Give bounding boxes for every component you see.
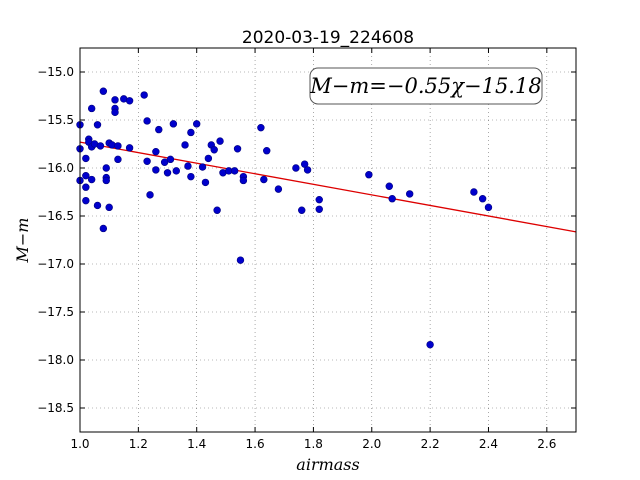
y-tick-label: −18.5: [37, 401, 74, 415]
y-tick-label: −17.0: [37, 257, 74, 271]
data-point: [239, 176, 248, 185]
data-point: [233, 145, 242, 153]
plot-frame: [79, 47, 577, 433]
data-point: [172, 167, 180, 175]
y-tick-label: −15.5: [37, 113, 74, 127]
data-point: [152, 166, 160, 174]
data-point: [93, 201, 102, 210]
data-point: [82, 171, 90, 180]
y-tick-label: −17.5: [37, 305, 74, 319]
data-point: [210, 146, 218, 154]
data-point: [99, 224, 108, 233]
data-point: [114, 142, 122, 150]
data-point: [201, 178, 210, 187]
plot-area: [76, 47, 577, 433]
data-point: [204, 154, 213, 163]
x-tick-label: 2.4: [479, 437, 498, 451]
data-point: [230, 167, 239, 175]
data-point: [125, 144, 134, 152]
data-point: [263, 147, 271, 155]
data-point: [198, 163, 207, 171]
data-point: [181, 141, 189, 149]
fit-line-layer: [79, 141, 577, 233]
y-tick-label: −15.0: [37, 65, 74, 79]
data-point: [99, 87, 108, 95]
data-point: [140, 91, 148, 99]
data-point: [169, 120, 178, 128]
data-point: [298, 206, 306, 214]
x-axis-tick-labels: 1.0 1.2 1.4 1.6 1.8 2.0 2.2 2.4 2.6: [70, 437, 556, 451]
data-point: [484, 203, 493, 212]
data-point: [82, 196, 90, 205]
data-point: [163, 169, 172, 177]
data-point: [193, 120, 201, 128]
x-tick-label: 2.6: [537, 437, 556, 451]
data-point: [213, 206, 221, 214]
x-tick-label: 2.2: [421, 437, 440, 451]
y-tick-label: −18.0: [37, 353, 74, 367]
data-point: [187, 172, 195, 181]
data-point: [105, 203, 113, 212]
x-tick-label: 1.6: [246, 437, 265, 451]
data-point: [426, 340, 434, 349]
data-point: [260, 175, 268, 184]
data-point: [125, 97, 134, 105]
x-tick-label: 1.4: [187, 437, 206, 451]
data-point: [114, 155, 122, 164]
x-tick-label: 1.0: [70, 437, 89, 451]
x-axis-label: airmass: [296, 455, 359, 474]
data-point: [111, 96, 119, 104]
data-point: [102, 176, 110, 185]
data-point: [87, 104, 96, 113]
y-tick-label: −16.0: [37, 161, 74, 175]
data-point: [274, 185, 283, 193]
y-axis-label: M−m: [13, 218, 32, 264]
data-point: [93, 121, 102, 129]
data-point: [152, 147, 160, 156]
data-point: [303, 166, 312, 174]
data-point: [478, 195, 487, 203]
data-point: [102, 164, 110, 172]
data-point: [300, 160, 309, 168]
data-point: [365, 171, 373, 179]
data-point: [82, 183, 90, 191]
data-point: [187, 128, 195, 137]
data-point: [143, 157, 151, 165]
data-point: [166, 155, 175, 164]
fit-equation-box: M−m=−0.55χ−15.18: [309, 67, 543, 105]
data-point: [315, 195, 323, 204]
chart-title: 2020-03-19_224608: [242, 28, 414, 48]
fit-equation-frame: [309, 67, 543, 105]
data-point: [236, 256, 245, 264]
data-point: [470, 188, 478, 196]
fit-equation: M−m=−0.55χ−15.18: [309, 74, 541, 98]
data-point: [385, 182, 393, 190]
y-tick-label: −16.5: [37, 209, 74, 223]
data-point: [405, 190, 414, 198]
data-point: [184, 162, 192, 170]
data-point: [216, 137, 224, 145]
data-point: [257, 123, 265, 132]
x-tick-label: 1.8: [304, 437, 323, 451]
x-tick-label: 2.0: [362, 437, 381, 451]
data-point: [96, 142, 105, 150]
data-point: [111, 108, 119, 117]
data-point: [160, 158, 169, 166]
grid-lines: [79, 48, 576, 432]
x-tick-label: 1.2: [129, 437, 148, 451]
data-point: [388, 195, 396, 203]
y-axis-tick-labels: −15.0 −15.5 −16.0 −16.5 −17.0 −17.5 −18.0 −18.5: [37, 65, 74, 415]
data-point: [315, 205, 323, 213]
data-point: [87, 175, 96, 184]
plot-background: [80, 48, 576, 432]
data-points: [76, 87, 493, 349]
data-point: [82, 154, 90, 163]
fit-line: [79, 141, 577, 233]
data-point: [143, 117, 151, 125]
data-point: [292, 164, 300, 172]
data-point: [146, 191, 154, 199]
data-point: [155, 125, 163, 134]
